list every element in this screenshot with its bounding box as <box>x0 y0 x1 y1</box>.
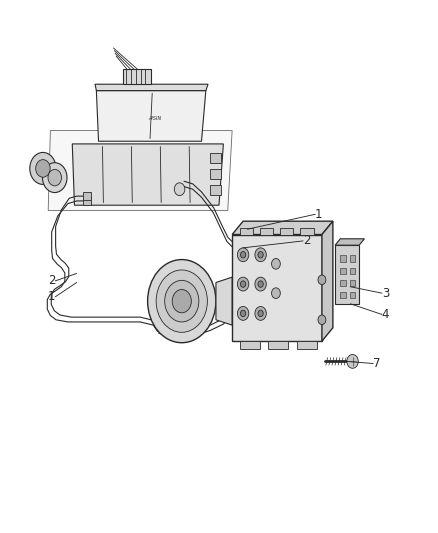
Text: 1: 1 <box>48 290 56 303</box>
Text: 7: 7 <box>373 357 381 370</box>
Circle shape <box>347 354 358 368</box>
Bar <box>83 197 91 205</box>
Circle shape <box>255 306 266 320</box>
Polygon shape <box>72 144 223 205</box>
Circle shape <box>172 289 191 313</box>
Circle shape <box>240 252 246 258</box>
Text: AISIN: AISIN <box>148 116 161 121</box>
Circle shape <box>240 310 246 317</box>
Bar <box>340 280 346 286</box>
Polygon shape <box>335 245 359 304</box>
Circle shape <box>42 163 67 192</box>
Bar <box>350 292 355 298</box>
Bar <box>350 255 355 262</box>
Bar <box>83 192 91 200</box>
Circle shape <box>258 310 263 317</box>
Circle shape <box>174 183 185 196</box>
Polygon shape <box>232 235 322 341</box>
Text: 3: 3 <box>382 287 389 300</box>
Bar <box>240 341 260 349</box>
Bar <box>260 228 273 235</box>
Circle shape <box>48 169 61 186</box>
Polygon shape <box>322 221 333 341</box>
Bar <box>350 268 355 274</box>
Polygon shape <box>48 131 232 211</box>
Circle shape <box>237 248 249 262</box>
Text: 2: 2 <box>303 235 311 247</box>
Polygon shape <box>232 221 333 235</box>
Bar <box>340 268 346 274</box>
Circle shape <box>318 315 326 325</box>
Polygon shape <box>335 239 364 245</box>
Circle shape <box>237 306 249 320</box>
Circle shape <box>156 270 208 333</box>
Bar <box>280 228 293 235</box>
Bar <box>300 228 314 235</box>
Bar <box>210 153 221 163</box>
Circle shape <box>237 277 249 291</box>
Polygon shape <box>95 84 208 91</box>
Circle shape <box>148 260 216 343</box>
Bar <box>350 280 355 286</box>
Circle shape <box>255 248 266 262</box>
Polygon shape <box>123 69 151 84</box>
Circle shape <box>258 252 263 258</box>
Text: 1: 1 <box>315 208 323 221</box>
Bar <box>210 169 221 179</box>
Polygon shape <box>96 91 206 141</box>
Circle shape <box>30 152 56 184</box>
Circle shape <box>255 277 266 291</box>
Circle shape <box>272 259 280 269</box>
Circle shape <box>318 275 326 285</box>
Circle shape <box>240 281 246 287</box>
Text: 4: 4 <box>381 308 389 321</box>
Polygon shape <box>216 277 232 325</box>
Circle shape <box>165 280 199 322</box>
Bar <box>210 185 221 195</box>
Bar <box>268 341 288 349</box>
Circle shape <box>272 288 280 298</box>
Text: 2: 2 <box>48 274 56 287</box>
Bar <box>240 228 253 235</box>
Bar <box>340 292 346 298</box>
Circle shape <box>258 281 263 287</box>
Bar <box>340 255 346 262</box>
Bar <box>297 341 317 349</box>
Circle shape <box>36 160 50 177</box>
